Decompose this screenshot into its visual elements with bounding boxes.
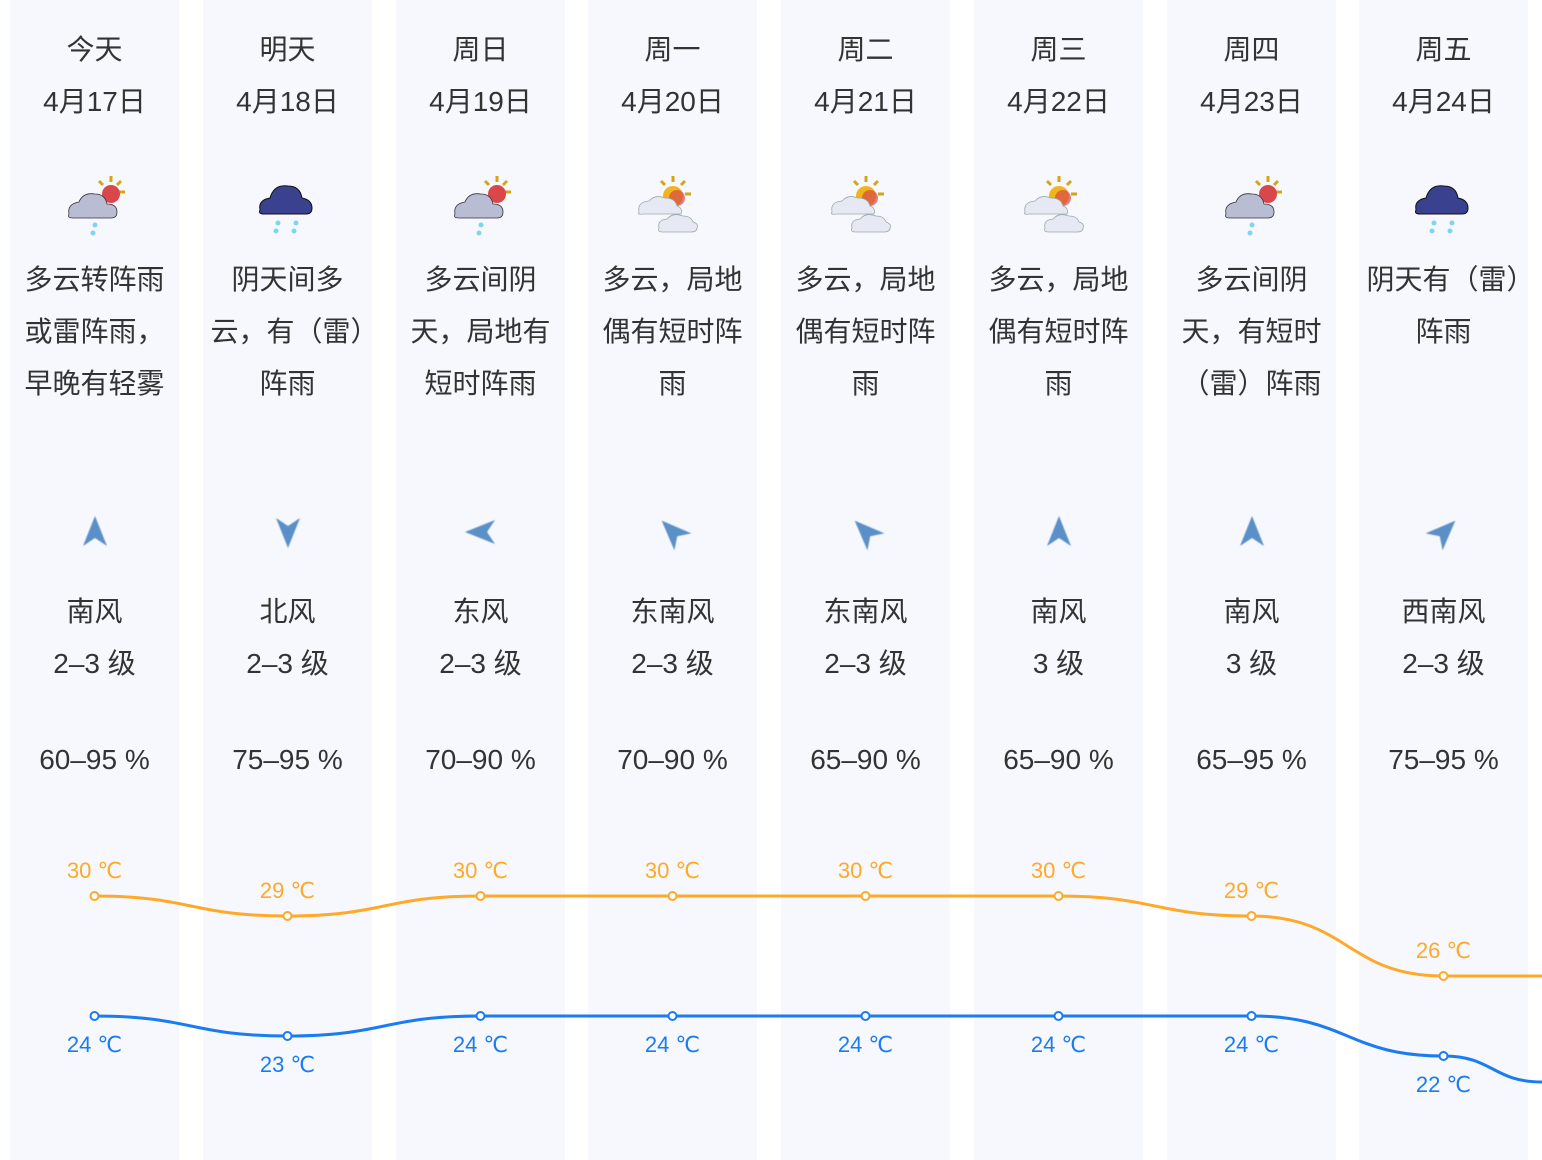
wind-level: 2–3 级 — [824, 648, 907, 679]
weather-description: 多云转阵雨或雷阵雨，早晚有轻雾 — [24, 264, 165, 399]
weekday-label: 周日 — [452, 34, 509, 65]
weather-description: 多云，局地偶有短时阵雨 — [795, 264, 936, 399]
day-column: 今天 4月17日 多云转阵雨或雷阵雨，早晚有轻雾 南风 2–3 级 60–95 … — [10, 0, 179, 1160]
partly-cloudy-rain-icon — [453, 176, 511, 236]
wind-direction-arrow-icon — [1046, 516, 1071, 546]
overcast-rain-icon — [258, 185, 313, 234]
sun-cloud-icon — [1023, 176, 1084, 233]
humidity: 75–95 % — [1388, 744, 1499, 775]
date-label: 4月22日 — [1007, 86, 1110, 117]
wind-level: 2–3 级 — [246, 648, 329, 679]
weekday-label: 周五 — [1415, 34, 1472, 65]
weather-description: 多云间阴天，有短时（雷）阵雨 — [1181, 264, 1322, 399]
partly-cloudy-rain-icon — [67, 176, 125, 236]
weekday-label: 明天 — [259, 34, 316, 65]
weekday-label: 周三 — [1030, 34, 1087, 65]
date-label: 4月21日 — [814, 86, 917, 117]
wind-level: 2–3 级 — [631, 648, 714, 679]
day-column: 周四 4月23日 多云间阴天，有短时（雷）阵雨 南风 3 级 65–95 % — [1167, 0, 1336, 1160]
humidity: 75–95 % — [232, 744, 343, 775]
wind-direction: 西南风 — [1401, 596, 1486, 627]
wind-direction: 东南风 — [823, 596, 908, 627]
wind-direction-arrow-icon — [1425, 520, 1455, 551]
wind-direction: 东南风 — [630, 596, 715, 627]
day-column: 周二 4月21日 多云，局地偶有短时阵雨 东南风 2–3 级 65–90 % — [781, 0, 950, 1160]
humidity: 65–90 % — [1003, 744, 1114, 775]
date-label: 4月20日 — [621, 86, 724, 117]
date-label: 4月17日 — [43, 86, 146, 117]
weather-description: 多云，局地偶有短时阵雨 — [988, 264, 1129, 399]
wind-direction-arrow-icon — [661, 520, 691, 551]
wind-direction-arrow-icon — [464, 520, 495, 544]
humidity: 65–90 % — [810, 744, 921, 775]
wind-level: 2–3 级 — [1402, 648, 1485, 679]
wind-direction-arrow-icon — [854, 520, 884, 551]
date-label: 4月24日 — [1392, 86, 1495, 117]
day-column: 周五 4月24日 阴天有（雷）阵雨 西南风 2–3 级 75–95 % — [1359, 0, 1528, 1160]
day-column: 明天 4月18日 阴天间多云，有（雷）阵雨 北风 2–3 级 75–95 % — [203, 0, 372, 1160]
date-label: 4月19日 — [429, 86, 532, 117]
weather-description: 多云，局地偶有短时阵雨 — [602, 264, 743, 399]
wind-direction-arrow-icon — [1239, 516, 1264, 546]
wind-level: 2–3 级 — [439, 648, 522, 679]
overcast-rain-icon — [1414, 185, 1469, 234]
wind-direction: 东风 — [452, 596, 509, 627]
humidity: 70–90 % — [617, 744, 728, 775]
partly-cloudy-rain-icon — [1224, 176, 1282, 236]
weather-description: 阴天间多云，有（雷）阵雨 — [210, 264, 365, 399]
weekday-label: 周四 — [1223, 34, 1280, 65]
weather-description: 阴天有（雷）阵雨 — [1366, 264, 1521, 347]
weekday-label: 周二 — [837, 34, 894, 65]
weather-description: 多云间阴天，局地有短时阵雨 — [410, 264, 551, 399]
wind-direction: 南风 — [66, 596, 123, 627]
date-label: 4月18日 — [236, 86, 339, 117]
wind-level: 2–3 级 — [53, 648, 136, 679]
sun-cloud-icon — [637, 176, 698, 233]
humidity: 60–95 % — [39, 744, 150, 775]
weekday-label: 今天 — [66, 34, 123, 65]
wind-direction: 北风 — [259, 596, 316, 627]
date-label: 4月23日 — [1200, 86, 1303, 117]
day-column: 周三 4月22日 多云，局地偶有短时阵雨 南风 3 级 65–90 % — [974, 0, 1143, 1160]
wind-direction-arrow-icon — [275, 518, 300, 548]
day-column: 周日 4月19日 多云间阴天，局地有短时阵雨 东风 2–3 级 70–90 % — [396, 0, 565, 1160]
wind-direction: 南风 — [1223, 596, 1280, 627]
day-column: 周一 4月20日 多云，局地偶有短时阵雨 东南风 2–3 级 70–90 % — [588, 0, 757, 1160]
wind-direction-arrow-icon — [82, 516, 107, 546]
wind-level: 3 级 — [1032, 648, 1085, 679]
wind-direction: 南风 — [1030, 596, 1087, 627]
humidity: 65–95 % — [1196, 744, 1307, 775]
wind-level: 3 级 — [1225, 648, 1278, 679]
weekday-label: 周一 — [644, 34, 701, 65]
humidity: 70–90 % — [425, 744, 536, 775]
sun-cloud-icon — [830, 176, 891, 233]
